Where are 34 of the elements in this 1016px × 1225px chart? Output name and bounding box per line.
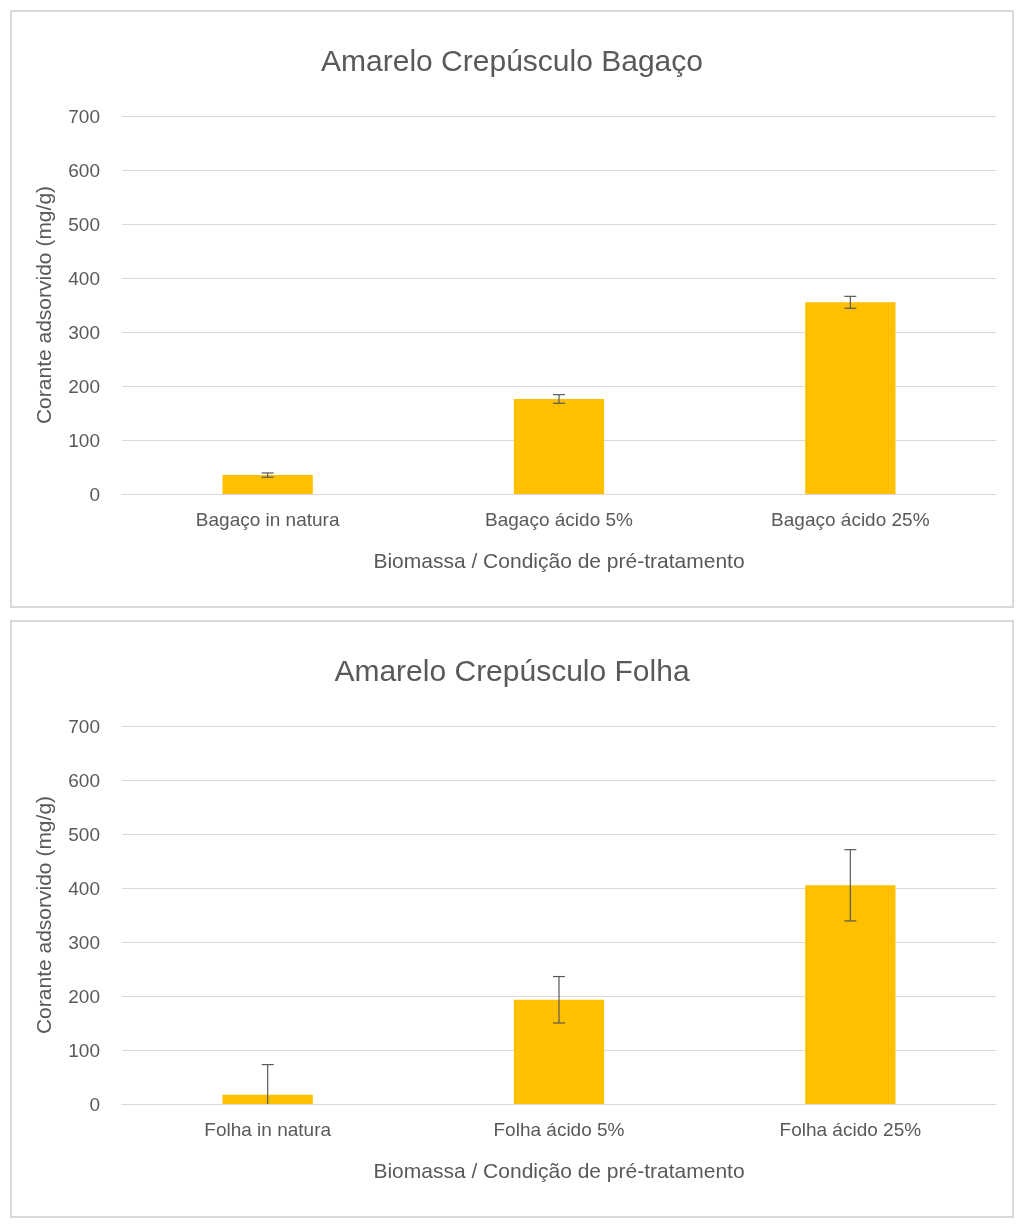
chart-title: Amarelo Crepúsculo Folha <box>334 653 690 687</box>
x-axis-title: Biomassa / Condição de pré-tratamento <box>373 1159 745 1182</box>
y-tick-label: 600 <box>68 159 100 181</box>
bar <box>222 1094 313 1104</box>
y-tick-label: 300 <box>68 931 100 953</box>
y-tick-label: 0 <box>89 1093 100 1115</box>
bar <box>513 398 605 494</box>
y-tick-label: 700 <box>68 105 100 127</box>
y-tick-label: 0 <box>89 483 100 505</box>
y-tick-label: 600 <box>68 769 100 791</box>
y-tick-label: 200 <box>68 375 100 397</box>
y-tick-label: 200 <box>68 985 100 1007</box>
x-tick-label: Folha ácido 5% <box>493 1119 625 1140</box>
y-axis-title: Corante adsorvido (mg/g) <box>32 795 55 1035</box>
y-axis-title: Corante adsorvido (mg/g) <box>32 185 55 425</box>
y-tick-label: 400 <box>68 267 100 289</box>
bar <box>805 302 896 494</box>
bar <box>805 885 896 1104</box>
x-tick-label: Folha in natura <box>204 1119 332 1140</box>
x-axis-title: Biomassa / Condição de pré-tratamento <box>373 549 745 572</box>
chart-title: Amarelo Crepúsculo Bagaço <box>321 43 703 77</box>
bar <box>513 999 605 1104</box>
x-tick-label: Folha ácido 25% <box>779 1119 922 1140</box>
x-tick-label: Bagaço ácido 5% <box>485 509 634 530</box>
bar <box>222 475 313 494</box>
y-tick-label: 300 <box>68 321 100 343</box>
x-tick-label: Bagaço ácido 25% <box>771 509 930 530</box>
y-tick-label: 400 <box>68 877 100 899</box>
y-tick-label: 500 <box>68 823 100 845</box>
y-tick-label: 100 <box>68 429 100 451</box>
y-tick-label: 500 <box>68 213 100 235</box>
y-tick-label: 700 <box>68 715 100 737</box>
x-tick-label: Bagaço in natura <box>195 509 340 530</box>
y-tick-label: 100 <box>68 1039 100 1061</box>
